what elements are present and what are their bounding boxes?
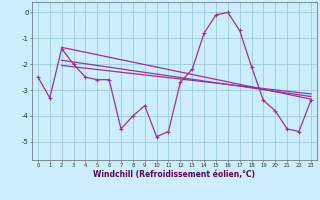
X-axis label: Windchill (Refroidissement éolien,°C): Windchill (Refroidissement éolien,°C)	[93, 170, 255, 179]
